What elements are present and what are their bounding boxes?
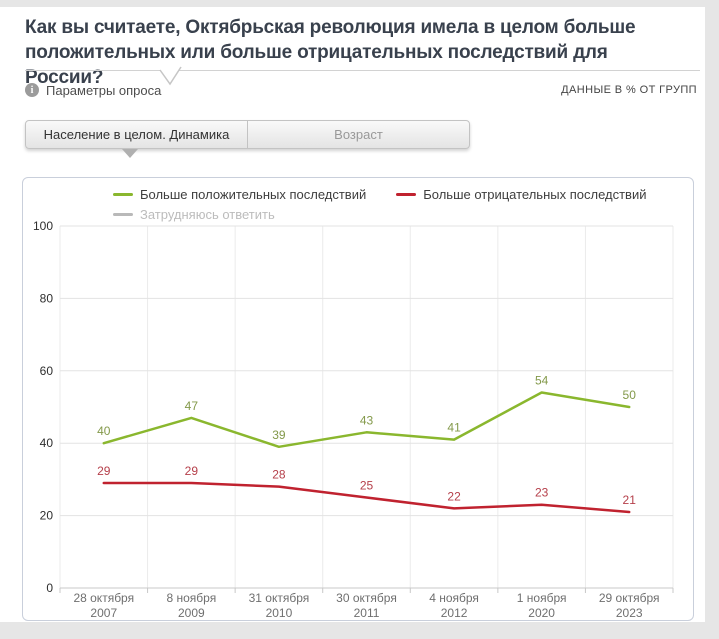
svg-text:39: 39 [272, 428, 286, 442]
tab-age[interactable]: Возраст [247, 121, 469, 148]
svg-text:80: 80 [40, 291, 54, 305]
svg-text:50: 50 [623, 388, 637, 402]
svg-text:41: 41 [447, 421, 461, 435]
page-title: Как вы считаете, Октябрьская революция и… [25, 17, 636, 88]
data-note: ДАННЫЕ В % ОТ ГРУПП [561, 84, 697, 96]
svg-text:0: 0 [46, 581, 53, 595]
legend-item-undecided[interactable]: Затрудняюсь ответить [113, 205, 275, 223]
svg-text:40: 40 [97, 424, 111, 438]
active-tab-pointer-icon [122, 149, 138, 158]
svg-text:60: 60 [40, 364, 54, 378]
legend-dash-icon [113, 192, 133, 196]
legend-item-positive[interactable]: Больше положительных последствий [113, 185, 366, 203]
svg-text:29: 29 [185, 464, 199, 478]
divider-notch [159, 66, 182, 86]
legend-item-negative[interactable]: Больше отрицательных последствий [396, 185, 647, 203]
line-chart: 0 20 40 60 80 100 28 октября 2007 8 ноября 2009 31… [33, 219, 674, 620]
svg-text:20: 20 [40, 509, 54, 523]
survey-params-toggle[interactable]: i Параметры опроса [25, 81, 161, 99]
svg-text:54: 54 [535, 374, 549, 388]
legend-dash-icon [396, 192, 417, 196]
svg-text:29: 29 [97, 464, 111, 478]
content-panel: Как вы считаете, Октябрьская революция и… [0, 7, 705, 622]
svg-text:28: 28 [272, 468, 286, 482]
svg-text:21: 21 [623, 493, 637, 507]
divider [25, 70, 700, 71]
tab-bar: Население в целом. Динамика Возраст [25, 120, 470, 149]
legend-dash-icon [113, 212, 133, 216]
svg-text:43: 43 [360, 413, 374, 427]
svg-text:25: 25 [360, 479, 374, 493]
chart-legend: Больше положительных последствий Больше … [113, 185, 653, 223]
svg-text:47: 47 [185, 399, 199, 413]
info-icon: i [25, 83, 39, 97]
survey-params-label: Параметры опроса [46, 82, 162, 98]
svg-text:100: 100 [33, 219, 53, 233]
svg-text:23: 23 [535, 486, 549, 500]
tab-population-dynamics[interactable]: Население в целом. Динамика [43, 127, 230, 142]
svg-text:40: 40 [40, 436, 54, 450]
svg-text:22: 22 [447, 489, 461, 503]
chart-card: 0 20 40 60 80 100 28 октября 2007 8 ноября 2009 31… [22, 177, 694, 621]
